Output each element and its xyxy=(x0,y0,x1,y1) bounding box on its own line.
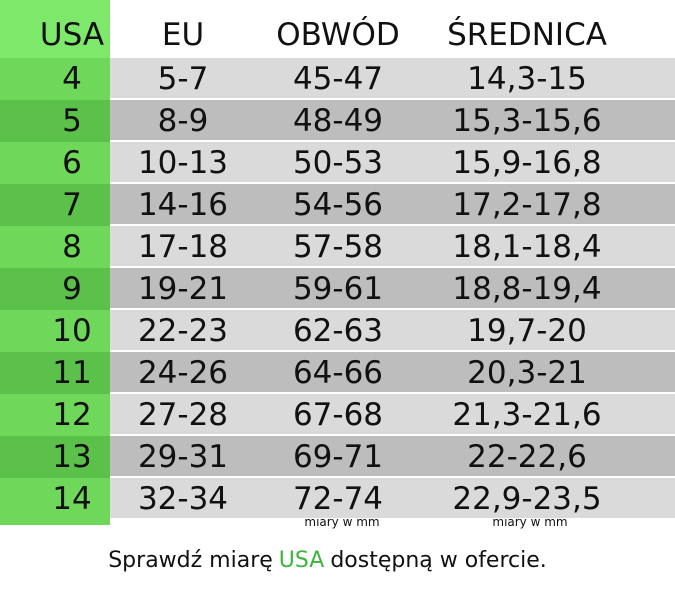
usa-cell-bg xyxy=(0,100,110,142)
column-header: USA xyxy=(39,17,105,53)
usa-cell-bg xyxy=(0,478,110,525)
row-stripe xyxy=(110,226,675,266)
row-stripe xyxy=(110,478,675,518)
table-cell: 10 xyxy=(52,313,92,349)
table-cell: 18,1-18,4 xyxy=(452,229,602,265)
table-cell: 64-66 xyxy=(292,355,384,391)
table-cell: 22-22,6 xyxy=(467,439,587,475)
row-stripe xyxy=(110,268,675,308)
footer-text: dostępną w ofercie. xyxy=(330,548,547,573)
usa-cell-bg xyxy=(0,310,110,352)
footer-text: Sprawdź miarę xyxy=(108,548,273,573)
table-cell: 13 xyxy=(52,439,92,475)
table-cell: 14-16 xyxy=(137,187,229,223)
table-cell: 18,8-19,4 xyxy=(452,271,602,307)
table-cell: 14 xyxy=(52,481,92,517)
table-cell: 7 xyxy=(62,187,82,223)
table-cell: 29-31 xyxy=(137,439,229,475)
table-cell: 20,3-21 xyxy=(467,355,587,391)
column-header: OBWÓD xyxy=(276,17,400,53)
note: miary w mm xyxy=(304,515,380,529)
column-header: EU xyxy=(161,17,205,53)
table-cell: 22-23 xyxy=(137,313,229,349)
table-cell: 8 xyxy=(62,229,82,265)
table-cell: 54-56 xyxy=(292,187,384,223)
row-stripe xyxy=(110,142,675,182)
row-stripe xyxy=(110,436,675,476)
table-cell: 21,3-21,6 xyxy=(452,397,602,433)
row-stripe xyxy=(110,394,675,434)
table-cell: 5-7 xyxy=(157,61,209,97)
table-cell: 12 xyxy=(52,397,92,433)
table-cell: 57-58 xyxy=(292,229,384,265)
usa-cell-bg xyxy=(0,394,110,436)
table-cell: 62-63 xyxy=(292,313,384,349)
usa-cell-bg xyxy=(0,352,110,394)
header-green xyxy=(0,0,110,58)
footer-highlight: USA xyxy=(278,548,325,573)
row-stripe xyxy=(110,184,675,224)
table-cell: 14,3-15 xyxy=(467,61,587,97)
table-cell: 24-26 xyxy=(137,355,229,391)
table-cell: 6 xyxy=(62,145,82,181)
table-cell: 45-47 xyxy=(292,61,384,97)
table-cell: 22,9-23,5 xyxy=(452,481,602,517)
table-cell: 5 xyxy=(62,103,82,139)
table-cell: 50-53 xyxy=(292,145,384,181)
table-cell: 9 xyxy=(62,271,82,307)
usa-cell-bg xyxy=(0,58,110,100)
table-cell: 69-71 xyxy=(292,439,384,475)
table-cell: 17,2-17,8 xyxy=(452,187,602,223)
table-cell: 15,3-15,6 xyxy=(452,103,602,139)
table-cell: 17-18 xyxy=(137,229,229,265)
table-cell: 67-68 xyxy=(292,397,384,433)
usa-cell-bg xyxy=(0,436,110,478)
table-cell: 59-61 xyxy=(292,271,384,307)
usa-cell-bg xyxy=(0,184,110,226)
usa-cell-bg xyxy=(0,268,110,310)
table-cell: 8-9 xyxy=(157,103,209,139)
usa-cell-bg xyxy=(0,142,110,184)
row-stripe xyxy=(110,100,675,140)
row-stripe xyxy=(110,58,675,98)
footer: Sprawdź miarę USA dostępną w ofercie. xyxy=(0,548,655,573)
row-stripe xyxy=(110,352,675,392)
row-stripe xyxy=(110,310,675,350)
table-cell: 27-28 xyxy=(137,397,229,433)
table-cell: 19-21 xyxy=(137,271,229,307)
table-cell: 19,7-20 xyxy=(467,313,587,349)
table-cell: 4 xyxy=(62,61,82,97)
table-cell: 11 xyxy=(52,355,92,391)
table-cell: 10-13 xyxy=(137,145,229,181)
column-header: ŚREDNICA xyxy=(447,17,607,53)
table-cell: 48-49 xyxy=(292,103,384,139)
note: miary w mm xyxy=(492,515,568,529)
table-cell: 72-74 xyxy=(292,481,384,517)
table-cell: 32-34 xyxy=(137,481,229,517)
usa-cell-bg xyxy=(0,226,110,268)
table-cell: 15,9-16,8 xyxy=(452,145,602,181)
